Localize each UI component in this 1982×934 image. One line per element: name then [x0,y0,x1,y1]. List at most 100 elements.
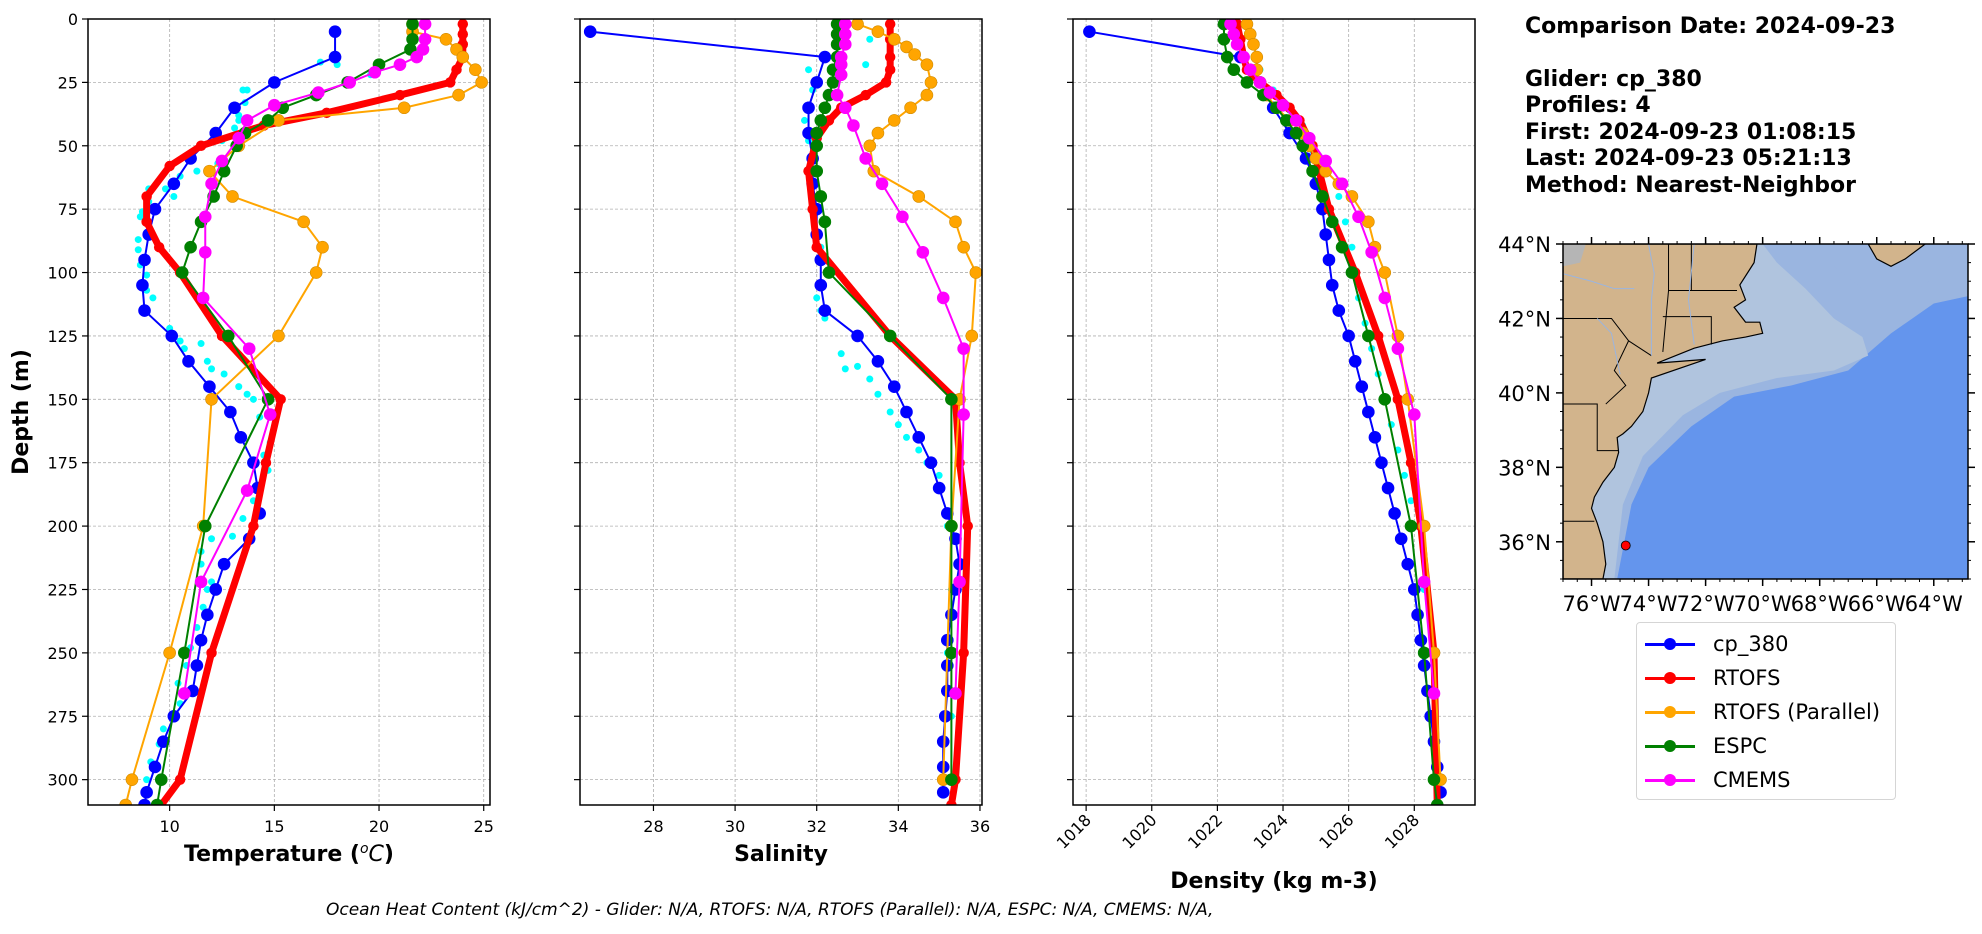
series-rtofs-parallel [119,19,488,805]
data-point [1345,266,1359,279]
data-point [1405,457,1417,468]
data-point [1276,98,1290,112]
data-point [814,114,828,127]
data-point [1352,210,1365,224]
data-point [884,19,896,30]
data-point [802,101,815,115]
x-tick-label: 36 [970,817,990,836]
series-cp-380 [1083,25,1447,799]
data-point [908,48,921,61]
data-point [226,190,239,203]
data-point [439,32,453,46]
data-point [138,304,151,317]
data-point [1243,63,1257,77]
data-point [163,646,176,660]
data-point [874,390,882,398]
data-point [215,154,229,168]
map-area [1563,244,1968,579]
data-point [368,65,382,79]
data-point [859,152,872,165]
y-tick-label: 0 [68,10,78,29]
data-point [138,798,151,805]
data-point [1417,646,1431,660]
data-point [203,380,216,393]
data-point [261,114,275,127]
data-point [818,215,832,229]
data-point [194,633,208,647]
data-point [272,329,285,343]
data-point [1220,50,1234,64]
first-time: First: 2024-09-23 01:08:15 [1525,119,1857,145]
data-point [1319,228,1332,241]
data-point [811,241,822,253]
axes-frame [579,18,983,806]
data-point [208,578,216,586]
data-point [887,114,901,127]
data-point [851,329,864,343]
data-point [141,216,152,228]
state-border [1628,340,1652,357]
temperature-plot: 10 15 20 2502550751001251501752002252502753… [47,10,493,867]
data-point [205,177,218,191]
data-point [268,76,281,89]
data-point [195,140,207,152]
data-point [969,266,982,279]
data-point [1289,126,1303,140]
data-point [328,25,342,38]
data-point [1355,380,1369,393]
data-point [935,471,943,479]
data-point [1342,329,1355,343]
data-point [180,345,188,353]
data-point [965,329,979,343]
data-point [235,116,243,124]
data-point [810,139,824,153]
data-point [945,773,958,786]
data-point [805,66,813,74]
data-point [148,202,162,216]
data-point [838,101,852,115]
legend-label: RTOFS (Parallel) [1713,700,1881,724]
data-point [452,88,465,102]
data-point [125,773,139,786]
y-tick-label: 225 [47,580,78,599]
data-point [1394,532,1408,546]
data-point [841,365,849,373]
map-y-tick-label: 44°N [1498,233,1551,257]
map-x-tick-label: 64°W [1905,592,1963,616]
data-point [198,210,212,224]
data-point [884,51,896,63]
data-point [814,190,828,203]
data-point [1263,86,1277,99]
river [1648,244,1655,356]
data-point [1381,481,1395,495]
data-point [394,89,406,101]
series-cmems [178,19,432,700]
salinity-plot: 28 30 32 34 36 Salinity [574,18,990,867]
data-point [1083,25,1096,38]
data-point [208,535,216,543]
data-point [871,126,885,140]
data-point [1392,394,1404,405]
data-point [851,19,864,31]
data-point [182,354,195,368]
river [1687,244,1695,345]
data-point [312,86,325,99]
data-point [1375,456,1388,470]
data-point [949,687,962,700]
data-point [198,519,212,533]
data-point [1306,164,1319,178]
data-point [1407,497,1415,505]
data-point [900,405,913,419]
data-point [406,32,419,46]
map-y-tick-label: 40°N [1498,382,1551,406]
plot-area [119,19,488,805]
data-point [854,362,862,370]
data-point [164,160,175,172]
series-cp-380 [583,25,966,799]
data-point [945,393,958,406]
data-point [148,760,162,774]
data-point [198,245,212,259]
data-point [228,101,241,115]
data-point [866,375,874,383]
data-point [883,329,897,343]
